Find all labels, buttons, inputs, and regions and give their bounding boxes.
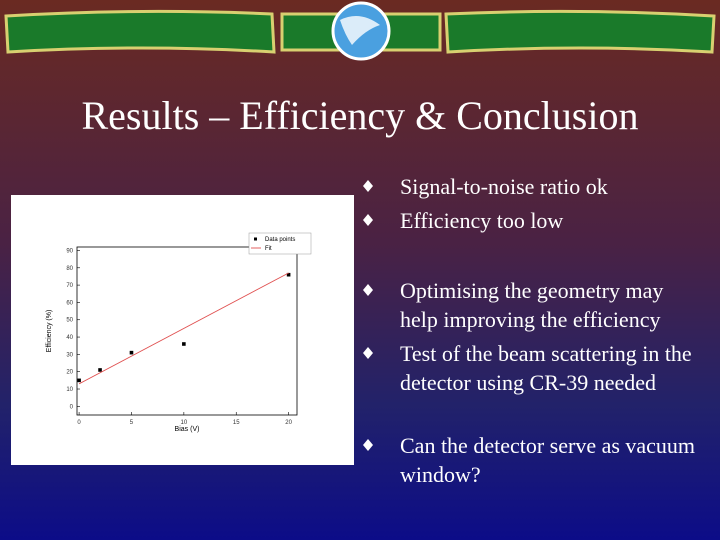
fit-line <box>78 272 289 385</box>
y-tick-label: 70 <box>66 283 73 289</box>
data-point <box>98 368 102 372</box>
bullet: Can the detector serve as vacuum window? <box>400 433 696 487</box>
y-axis-label: Efficiency (%) <box>46 310 53 353</box>
y-tick-label: 90 <box>66 248 73 254</box>
x-tick-label: 0 <box>77 420 81 426</box>
y-tick-label: 20 <box>66 370 73 376</box>
y-tick-label: 10 <box>66 387 73 393</box>
bullet: Signal-to-noise ratio ok <box>400 174 608 199</box>
y-tick-label: 80 <box>66 266 73 272</box>
data-point <box>129 350 134 355</box>
x-tick-label: 20 <box>285 420 292 426</box>
data-point <box>77 378 81 383</box>
legend-label: Fit <box>265 246 272 252</box>
bullet: Optimising the geometry may help improvi… <box>400 278 664 332</box>
chart: Efficiency (%) Bias (V) 0102030405060708… <box>11 195 354 465</box>
x-tick-label: 5 <box>130 420 134 426</box>
x-tick-label: 15 <box>233 420 240 426</box>
legend-box <box>248 232 312 255</box>
legend-label: Data points <box>265 237 295 243</box>
y-tick-label: 40 <box>66 335 73 341</box>
slide-title: Results – Efficiency & Conclusion <box>81 93 639 138</box>
bullet: Efficiency too low <box>400 208 564 233</box>
y-tick-label: 0 <box>70 404 74 410</box>
data-point <box>286 272 291 277</box>
header-decoration <box>4 1 716 61</box>
x-axis-label: Bias (V) <box>175 426 200 433</box>
bullet: Test of the beam scattering in the detec… <box>400 341 692 395</box>
y-tick-label: 60 <box>66 300 73 306</box>
data-point <box>182 342 186 346</box>
y-tick-label: 50 <box>66 318 73 324</box>
y-tick-label: 30 <box>66 352 73 358</box>
legend-marker <box>254 237 257 241</box>
x-tick-label: 10 <box>181 420 188 426</box>
plot-frame <box>76 246 298 416</box>
